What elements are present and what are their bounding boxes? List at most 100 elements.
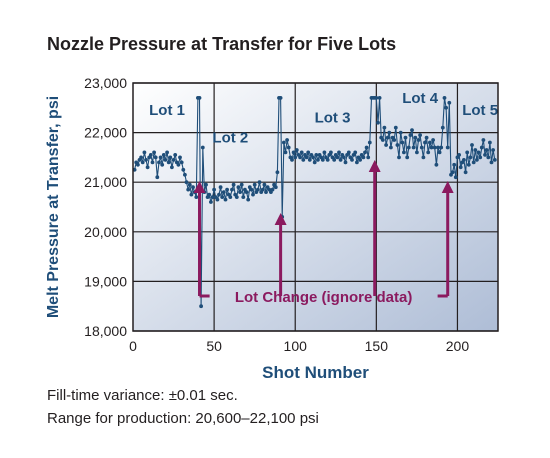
data-point [325, 158, 330, 162]
fill-time-note: Fill-time variance: ±0.01 sec. [47, 387, 238, 404]
data-point [392, 138, 397, 142]
data-point [415, 150, 419, 155]
data-point [316, 158, 320, 162]
data-point [471, 160, 476, 165]
data-point [285, 138, 289, 142]
data-point [244, 190, 249, 195]
data-point [382, 125, 387, 130]
data-point [403, 135, 408, 140]
data-point [168, 155, 173, 160]
data-point [150, 160, 155, 165]
data-point [389, 145, 393, 150]
data-point [408, 133, 413, 138]
data-point [294, 148, 299, 152]
data-point [142, 150, 147, 155]
data-point [173, 153, 178, 157]
data-point [366, 155, 371, 160]
data-point [335, 155, 340, 160]
y-tick-label: 19,000 [84, 273, 127, 289]
data-point [225, 187, 230, 192]
data-point [387, 130, 392, 135]
data-point [183, 172, 187, 177]
data-point [187, 182, 192, 187]
data-point [353, 150, 358, 155]
data-point [251, 192, 255, 197]
data-point [293, 155, 298, 160]
data-point [273, 185, 278, 190]
data-point [252, 182, 257, 187]
data-point [329, 150, 333, 155]
data-point [411, 145, 416, 150]
data-point [301, 158, 306, 162]
plot-background [133, 83, 498, 331]
data-point [402, 150, 406, 155]
x-tick-label: 100 [284, 338, 308, 354]
data-point [179, 160, 184, 165]
data-point [160, 162, 165, 167]
data-point [234, 195, 239, 200]
data-point [491, 148, 495, 152]
production-range-note: Range for production: 20,600–22,100 psi [47, 410, 319, 427]
data-point [462, 158, 466, 162]
data-point [374, 96, 379, 100]
x-axis-label: Shot Number [262, 363, 369, 382]
data-point [145, 165, 150, 170]
data-point [358, 158, 362, 162]
data-point [470, 143, 474, 147]
data-point [376, 120, 380, 125]
data-point [458, 165, 463, 170]
data-point [246, 197, 251, 202]
data-point [367, 140, 372, 145]
data-point [189, 192, 194, 197]
data-point [444, 105, 448, 110]
data-point [236, 185, 241, 190]
x-tick-label: 200 [446, 338, 470, 354]
data-point [492, 158, 497, 162]
data-point [429, 145, 434, 150]
data-point [466, 162, 471, 167]
lot-label: Lot 2 [212, 130, 248, 147]
data-point [218, 185, 223, 190]
data-point [312, 160, 317, 165]
data-point [278, 96, 283, 100]
lot-label: Lot 5 [462, 102, 498, 119]
data-point [186, 187, 191, 192]
data-point [442, 96, 447, 100]
data-point [209, 200, 213, 204]
data-point [239, 182, 244, 187]
data-point [194, 195, 199, 200]
data-point [192, 190, 197, 195]
data-point [398, 130, 403, 135]
data-point [260, 187, 265, 192]
data-point [306, 150, 311, 155]
data-point [447, 100, 452, 105]
data-point [468, 155, 473, 160]
data-point [473, 148, 478, 152]
data-point [148, 153, 153, 157]
data-point [364, 145, 369, 150]
data-point [230, 187, 234, 192]
axis-layer: 18,000 19,000 20,000 21,000 22,000 23,000 0 50 1… [45, 75, 469, 382]
data-point [489, 160, 494, 165]
data-point [161, 153, 166, 157]
data-point [286, 145, 291, 150]
data-point [275, 170, 280, 175]
lot-label: Lot 3 [315, 110, 351, 127]
data-point [228, 195, 233, 200]
data-point [152, 150, 157, 155]
data-point [416, 138, 421, 142]
data-point [363, 150, 367, 155]
data-point [445, 145, 450, 150]
data-point [413, 135, 418, 140]
pressure-chart: Lot 1 Lot 2 Lot 3 Lot 4 Lot 5 Lot Change (ign… [45, 75, 499, 382]
data-point [395, 143, 400, 147]
data-point [249, 187, 254, 192]
data-point [241, 195, 246, 200]
data-point [207, 192, 212, 197]
data-point [421, 155, 426, 160]
data-point [384, 143, 388, 147]
data-point [338, 158, 343, 162]
y-tick-label: 20,000 [84, 224, 127, 240]
data-point [436, 145, 440, 150]
data-point [202, 190, 207, 195]
